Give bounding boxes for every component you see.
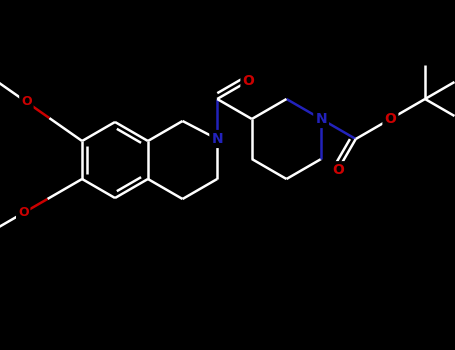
Text: N: N [212, 132, 223, 146]
Text: O: O [332, 163, 344, 177]
Text: N: N [315, 112, 327, 126]
Text: O: O [384, 112, 396, 126]
Text: O: O [21, 96, 32, 108]
Text: O: O [18, 206, 29, 219]
Text: O: O [243, 74, 254, 88]
